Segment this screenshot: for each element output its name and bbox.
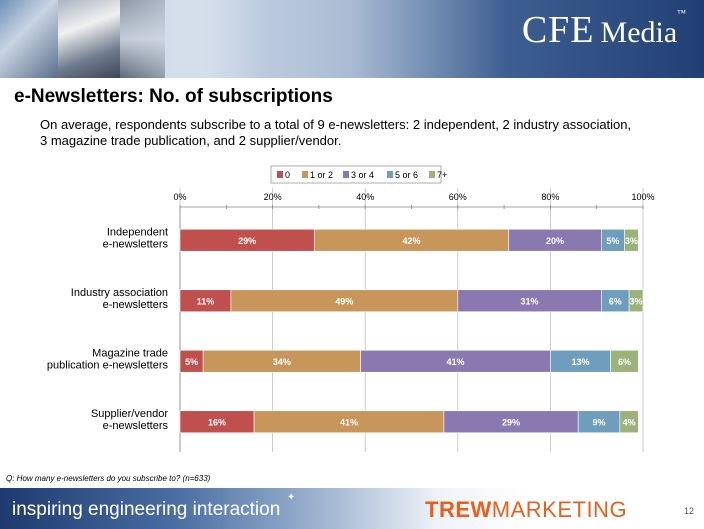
legend-swatch (429, 171, 435, 178)
brand-sub: Media (600, 16, 678, 49)
page-number: 12 (683, 506, 694, 516)
x-tick-label: 20% (264, 192, 282, 202)
trew-marketing-logo: TREWMARKETING (425, 497, 627, 523)
logo-part-1: TREW (425, 497, 492, 522)
data-label: 49% (335, 296, 353, 306)
legend-swatch (302, 171, 308, 178)
data-label: 42% (402, 236, 420, 246)
cfe-media-logo: CFE Media™ (522, 8, 686, 52)
header-photo-1 (0, 0, 58, 78)
header-photo-fade (120, 0, 260, 78)
data-label: 29% (502, 417, 520, 427)
category-label: e-newsletters (103, 238, 169, 250)
bar-segment (610, 349, 639, 373)
legend-label: 7+ (437, 170, 447, 180)
data-label: 6% (618, 357, 631, 367)
data-label: 29% (238, 236, 256, 246)
x-tick-label: 100% (631, 192, 654, 202)
category-label: Magazine trade (92, 347, 168, 359)
data-label: 41% (446, 357, 464, 367)
data-label: 5% (185, 357, 198, 367)
legend-label: 1 or 2 (310, 170, 333, 180)
footer-banner (0, 488, 704, 529)
bar-segment (619, 410, 639, 434)
legend-label: 3 or 4 (351, 170, 374, 180)
category-label: Supplier/vendor (91, 408, 168, 420)
legend-swatch (343, 171, 349, 178)
x-tick-label: 40% (356, 192, 374, 202)
logo-part-2: MARKETING (491, 497, 628, 522)
category-label: Independent (107, 226, 168, 238)
footer-tagline: inspiring engineering interaction (12, 499, 281, 520)
category-label: e-newsletters (103, 299, 169, 311)
legend-box (270, 165, 442, 184)
legend-label: 5 or 6 (395, 170, 418, 180)
data-label: 16% (208, 417, 226, 427)
x-tick-label: 60% (449, 192, 467, 202)
category-label: publication e-newsletters (47, 359, 169, 371)
data-label: 6% (609, 296, 622, 306)
slide-subtitle: On average, respondents subscribe to a t… (40, 117, 632, 148)
category-label: e-newsletters (103, 420, 169, 432)
data-label: 3% (630, 296, 643, 306)
data-label: 13% (571, 357, 589, 367)
data-label: 20% (546, 236, 564, 246)
slide-title: e-Newsletters: No. of subscriptions (14, 86, 333, 107)
stacked-bar-chart: 0 1 or 2 3 or 4 5 or 6 7+ 0% 20% 40% 60% 80% 100% I… (47, 165, 655, 452)
data-label: 4% (623, 417, 636, 427)
sparkle-icon: ✦ (287, 492, 296, 503)
brand-main: CFE (521, 9, 595, 51)
legend-swatch (277, 171, 283, 178)
bar-segment (624, 228, 639, 252)
brand-tm: ™ (677, 8, 686, 18)
header-photo-2 (58, 0, 120, 78)
category-label: Industry association (71, 287, 168, 299)
data-label: 3% (625, 236, 638, 246)
legend-label: 0 (285, 170, 290, 180)
data-label: 11% (197, 296, 215, 306)
data-label: 31% (521, 296, 539, 306)
x-tick-label: 0% (173, 192, 186, 202)
survey-question: Q: How many e-newsletters do you subscri… (6, 474, 211, 483)
header-banner: CFE Media™ (0, 0, 704, 78)
data-label: 34% (273, 357, 291, 367)
data-label: 41% (340, 417, 358, 427)
x-tick-label: 80% (541, 192, 559, 202)
data-label: 9% (593, 417, 606, 427)
legend-swatch (387, 171, 393, 178)
bar-segment (628, 289, 644, 313)
data-label: 5% (606, 236, 619, 246)
